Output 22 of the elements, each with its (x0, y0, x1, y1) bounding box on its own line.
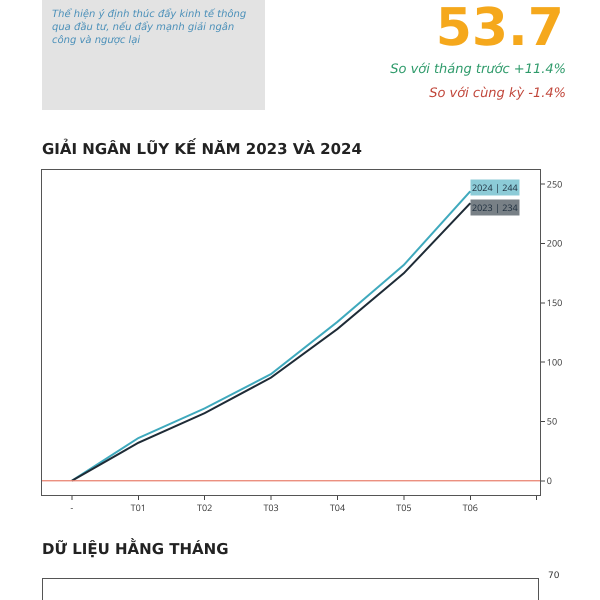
y-tick-label: 100 (546, 355, 562, 368)
x-tick-label: T05 (396, 500, 412, 514)
x-tick-label: T02 (197, 500, 212, 514)
text: DỮ LIỆU HẰNG THÁNG (42, 540, 229, 558)
x-tick-label: T06 (462, 500, 478, 514)
text: So với cùng kỳ -1.4% (429, 86, 566, 101)
y-tick-label: 200 (546, 236, 562, 250)
annotation: 2024 | 244 (472, 181, 518, 194)
x-tick-label: T01 (130, 500, 146, 514)
y-tick-label: 0 (546, 474, 552, 487)
x-tick-label: T03 (263, 500, 279, 514)
x-tick-label: T04 (330, 500, 346, 514)
y-tick-label: 150 (546, 296, 562, 309)
annotation: 2023 | 234 (472, 201, 518, 214)
text: 53.7 (436, 0, 564, 58)
x-tick-label: - (70, 500, 74, 514)
y-tick-label: 250 (546, 177, 562, 190)
y-tick-label: 50 (546, 414, 558, 428)
chart-title: GIẢI NGÂN LŨY KẾ NĂM 2023 VÀ 2024 (42, 140, 362, 158)
text: 70 (548, 571, 560, 581)
text: So với tháng trước +11.4% (390, 62, 566, 77)
text: Thể hiện ý định thúc đẩy kinh tế thông qua đầu tư, nếu đẩy mạnh giải ngân công và ngược lại (52, 8, 248, 47)
